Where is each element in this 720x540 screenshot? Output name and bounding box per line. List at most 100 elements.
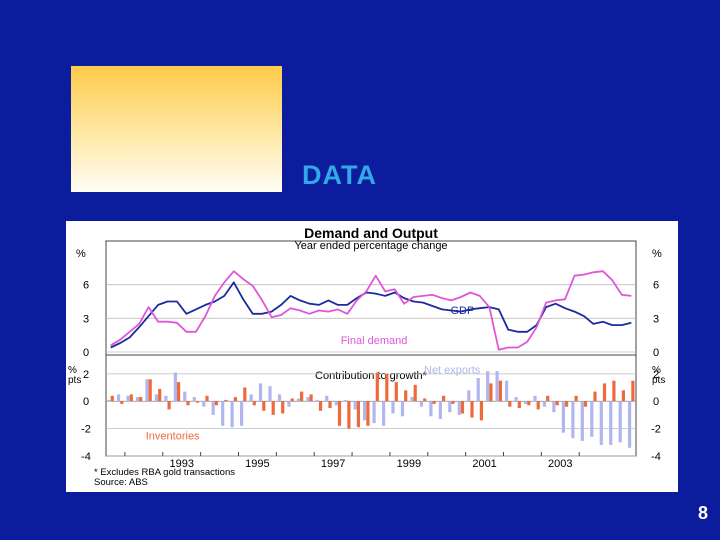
bar-inventories xyxy=(631,380,635,402)
bar-net-exports xyxy=(618,401,622,443)
bar-inventories xyxy=(451,401,455,404)
unit-part: pts xyxy=(68,375,81,386)
bar-net-exports xyxy=(457,401,461,415)
bar-net-exports xyxy=(154,394,158,402)
plot-frame xyxy=(105,240,637,457)
bar-inventories xyxy=(394,382,398,402)
x-tick-label: 2001 xyxy=(472,458,496,470)
footnote: * Excludes RBA gold transactions xyxy=(94,467,235,478)
bar-net-exports xyxy=(419,401,423,407)
bar-net-exports xyxy=(325,395,329,402)
bar-inventories xyxy=(423,398,427,402)
bar-net-exports xyxy=(561,401,565,433)
bar-net-exports xyxy=(249,394,253,402)
bar-net-exports xyxy=(334,401,338,406)
bar-net-exports xyxy=(268,386,272,402)
bar-net-exports xyxy=(467,390,471,402)
bar-net-exports xyxy=(571,401,575,439)
bar-net-exports xyxy=(628,401,632,448)
bar-inventories xyxy=(224,399,228,402)
top-tick-right: 3 xyxy=(653,313,659,325)
top-tick-left: 3 xyxy=(83,313,89,325)
bar-inventories xyxy=(621,390,625,402)
bar-inventories xyxy=(120,401,124,404)
bar-inventories xyxy=(148,379,152,402)
series-label-gdp: GDP xyxy=(451,305,475,317)
x-tick-label: 2003 xyxy=(548,458,572,470)
bar-net-exports xyxy=(590,401,594,437)
top-tick-right: 0 xyxy=(653,347,659,359)
bar-net-exports xyxy=(211,401,215,415)
bar-inventories xyxy=(479,401,483,421)
bar-inventories xyxy=(281,401,285,414)
bar-net-exports xyxy=(476,378,480,402)
series-line-gdp xyxy=(110,281,632,349)
bar-inventories xyxy=(583,401,588,407)
bar-inventories xyxy=(300,391,304,402)
bar-inventories xyxy=(602,383,607,402)
bar-net-exports xyxy=(438,401,442,419)
bar-net-exports xyxy=(230,401,234,428)
bar-inventories xyxy=(356,401,360,428)
bar-net-exports xyxy=(382,401,386,426)
bar-inventories xyxy=(527,401,531,406)
bar-inventories xyxy=(214,401,218,406)
bottom-tick-right: -2 xyxy=(651,424,661,436)
bottom-unit-left: % pts xyxy=(68,365,81,386)
bar-inventories xyxy=(110,395,114,402)
series-label-inventories: Inventories xyxy=(146,430,200,442)
bar-net-exports xyxy=(277,394,282,402)
bar-net-exports xyxy=(135,397,140,402)
bar-net-exports xyxy=(126,395,130,402)
bar-net-exports xyxy=(552,401,556,413)
bar-inventories xyxy=(167,401,171,410)
chart-panel: Demand and Output Year ended percentage c… xyxy=(66,221,678,492)
bar-inventories xyxy=(337,401,342,426)
bar-inventories xyxy=(404,390,408,402)
bottom-panel-title: Contribution to growth* xyxy=(315,370,428,382)
bar-net-exports xyxy=(429,401,433,417)
bar-net-exports xyxy=(533,395,537,402)
bar-inventories xyxy=(347,401,351,429)
bar-inventories xyxy=(413,384,417,402)
bar-net-exports xyxy=(164,395,168,402)
bar-net-exports xyxy=(505,380,509,402)
bottom-tick-right: 0 xyxy=(653,396,659,408)
unit-part: % xyxy=(68,365,77,376)
bar-net-exports xyxy=(486,371,490,402)
bar-net-exports xyxy=(315,399,319,402)
bar-net-exports xyxy=(192,397,196,402)
bar-net-exports xyxy=(609,401,613,445)
top-tick-left: 6 xyxy=(83,280,89,292)
series-label-final-demand: Final demand xyxy=(341,335,408,347)
bottom-tick-left: 0 xyxy=(83,396,89,408)
bar-inventories xyxy=(546,395,550,402)
bar-net-exports xyxy=(391,401,395,414)
bar-net-exports xyxy=(372,401,376,424)
top-unit-left: % xyxy=(76,248,86,260)
bar-net-exports xyxy=(202,401,206,407)
bar-inventories xyxy=(252,401,256,406)
bar-inventories xyxy=(470,401,474,418)
unit-part: pts xyxy=(652,375,665,386)
bottom-tick-left: -2 xyxy=(81,424,91,436)
bar-net-exports xyxy=(599,401,603,445)
bar-inventories xyxy=(565,401,569,407)
bar-inventories xyxy=(195,401,200,403)
x-tick-label: 1995 xyxy=(245,458,269,470)
bar-net-exports xyxy=(410,397,414,402)
bar-net-exports xyxy=(240,401,244,426)
bar-net-exports xyxy=(173,372,177,402)
bar-net-exports xyxy=(107,399,111,402)
bar-inventories xyxy=(555,401,559,406)
top-tick-left: 0 xyxy=(83,347,89,359)
bar-net-exports xyxy=(353,401,357,410)
bar-inventories xyxy=(262,401,266,411)
bar-inventories xyxy=(612,380,616,402)
chart-subtitle: Year ended percentage change xyxy=(294,240,447,252)
bar-net-exports xyxy=(287,401,291,407)
bar-net-exports xyxy=(117,394,121,402)
bar-inventories xyxy=(366,401,370,426)
bar-net-exports xyxy=(344,399,348,402)
bar-inventories xyxy=(498,380,502,402)
